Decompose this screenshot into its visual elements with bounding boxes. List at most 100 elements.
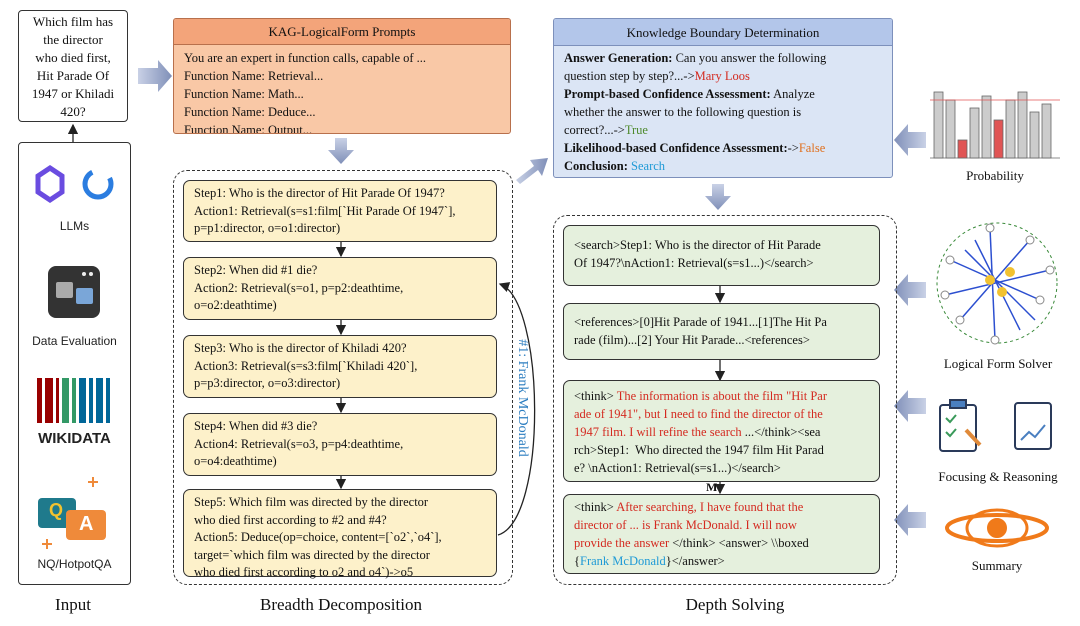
text-segment: Frank McDonald: [580, 554, 666, 568]
text-line: <think> The information is about the fil…: [574, 387, 869, 405]
text-segment: Mary Loos: [694, 69, 750, 83]
text-segment: 1947 film. I will refine the search: [574, 425, 742, 439]
text-line: target=`which film was directed by the d…: [194, 547, 430, 562]
text-line: <think> After searching, I have found th…: [574, 498, 869, 516]
tool-label: Summary: [971, 558, 1023, 573]
prompts-body: You are an expert in function calls, cap…: [184, 49, 427, 134]
kbd-title: Knowledge Boundary Determination: [554, 19, 892, 46]
stage-label: Input: [55, 595, 91, 614]
text-segment: After searching, I have found that the: [616, 500, 804, 514]
source-label: NQ/HotpotQA: [37, 557, 112, 571]
text-segment: <think>: [574, 389, 617, 403]
text-segment: False: [798, 141, 826, 155]
text-line: Step4: When did #3 die?: [194, 419, 318, 433]
text-line: p=p3:director, o=o3:director): [194, 376, 341, 390]
text-line: Step1: Who is the director of Hit Parade…: [194, 186, 445, 200]
question-box: Which film has the director who died first…: [18, 10, 128, 122]
reasoning-icon: [939, 399, 1052, 452]
text-segment: rch>Step1: Who directed the 1947 film Hi…: [574, 443, 824, 457]
text-line: provide the answer </think> <answer> \\b…: [574, 534, 869, 552]
step-box: Step1: Who is the director of Hit Parade…: [183, 180, 497, 242]
text-line: Prompt-based Confidence Assessment: Anal…: [564, 85, 826, 103]
text-line: o=o2:deathtime): [194, 298, 277, 312]
sources-box: [18, 142, 131, 585]
text-line: Action4: Retrieval(s=o3, p=p4:deathtime,: [194, 436, 404, 451]
text-segment: Search: [631, 159, 666, 173]
qa-icon: [38, 477, 106, 549]
depth-box: <references>[0]Hit Parade of 1941...[1]T…: [563, 303, 880, 360]
feedback-arrow: [497, 282, 536, 536]
text-line: who died first according to #2 and #4?: [194, 512, 387, 527]
step-box: Step4: When did #3 die? Action4: Retrieva…: [183, 413, 497, 476]
text-line: director of ... is Frank McDonald. I wil…: [574, 516, 869, 534]
graph-icon: [936, 222, 1058, 345]
text-segment: ade of 1941", but I need to find the dir…: [574, 407, 823, 421]
text-segment: Answer Generation:: [564, 51, 673, 65]
text-segment: question step by step?...->: [564, 69, 695, 83]
text-line: Action3: Retrieval(s=s3:film[`Khiladi 42…: [194, 358, 418, 373]
flow-arrow: [894, 124, 926, 156]
text-line: Answer Generation: Can you answer the fo…: [564, 49, 826, 67]
depth-box: <search>Step1: Who is the director of Hi…: [563, 225, 880, 286]
text-segment: {: [574, 554, 580, 568]
text-segment: The information is about the film "Hit P…: [616, 389, 827, 403]
text-line: p=p1:director, o=o1:director): [194, 221, 341, 235]
text-line: e? \nAction1: Retrieval(s=s1...)</search…: [574, 459, 869, 477]
kbd-box: Knowledge Boundary Determination Answer …: [553, 18, 893, 178]
text-segment: Can you answer the following: [672, 51, 827, 65]
text-line: Action5: Deduce(op=choice, content=[`o2`…: [194, 530, 442, 544]
text-line: 420?: [60, 104, 86, 119]
text-line: Function Name: Retrieval...: [184, 69, 324, 83]
text-segment: <search>Step1: Who is the director of Hi…: [574, 238, 821, 252]
edge-label: #1: Frank McDonald: [515, 339, 530, 457]
depth-box: <think> After searching, I have found th…: [563, 494, 880, 574]
merge-label: M: [706, 480, 718, 494]
text-line: {Frank McDonald}</answer>: [574, 552, 869, 570]
text-line: Function Name: Deduce...: [184, 105, 316, 119]
text-line: who died first according to o2 and o4`)-…: [194, 565, 414, 579]
text-line: Conclusion: Search: [564, 157, 826, 175]
text-line: rch>Step1: Who directed the 1947 film Hi…: [574, 441, 869, 459]
text-segment: True: [624, 123, 648, 137]
tool-label: Focusing & Reasoning: [938, 469, 1058, 484]
text-line: Function Name: Output...: [184, 123, 313, 134]
step-box: Step3: Who is the director of Khiladi 42…: [183, 335, 497, 398]
summary-icon: [945, 508, 1049, 548]
text-line: Which film has: [32, 14, 114, 29]
text-segment: <references>[0]Hit Parade of 1941...[1]T…: [574, 315, 827, 329]
text-segment: </think> <answer> \\boxed: [669, 536, 809, 550]
text-line: ade of 1941", but I need to find the dir…: [574, 405, 869, 423]
flow-arrow: [328, 138, 354, 164]
text-segment: e? \nAction1: Retrieval(s=s1...)</search…: [574, 461, 781, 475]
text-segment: }</answer>: [665, 554, 725, 568]
flow-arrow: [894, 390, 926, 422]
data-evaluation-icon: [48, 266, 100, 318]
text-segment: director of ... is Frank McDonald. I wil…: [574, 518, 797, 532]
text-line: Step3: Who is the director of Khiladi 42…: [194, 341, 407, 355]
source-label: WIKIDATA: [38, 430, 111, 447]
depth-box: <think> The information is about the fil…: [563, 380, 880, 482]
text-line: whether the answer to the following ques…: [564, 103, 826, 121]
source-label: Data Evaluation: [32, 334, 117, 348]
text-line: <search>Step1: Who is the director of Hi…: [574, 236, 869, 254]
flow-arrow: [516, 158, 548, 184]
prompts-title: KAG-LogicalForm Prompts: [174, 19, 510, 45]
text-line: Step2: When did #1 die?: [194, 263, 318, 277]
text-line: question step by step?...->Mary Loos: [564, 67, 826, 85]
tool-label: Probability: [966, 168, 1024, 183]
text-segment: Analyze: [770, 87, 815, 101]
text-line: the director: [43, 32, 103, 47]
step-box: Step5: Which film was directed by the di…: [183, 489, 497, 579]
text-segment: whether the answer to the following ques…: [564, 105, 802, 119]
text-line: Step5: Which film was directed by the di…: [194, 495, 429, 509]
text-segment: Of 1947?\nAction1: Retrieval(s=s1...)</s…: [574, 256, 814, 270]
text-line: You are an expert in function calls, cap…: [184, 51, 427, 65]
text-line: <references>[0]Hit Parade of 1941...[1]T…: [574, 313, 869, 331]
text-segment: Conclusion:: [564, 159, 632, 173]
flow-arrow: [894, 504, 926, 536]
probability-icon: [930, 91, 1060, 159]
text-line: who died first,: [35, 50, 111, 65]
text-line: Function Name: Math...: [184, 87, 304, 101]
text-line: o=o4:deathtime): [194, 454, 277, 468]
